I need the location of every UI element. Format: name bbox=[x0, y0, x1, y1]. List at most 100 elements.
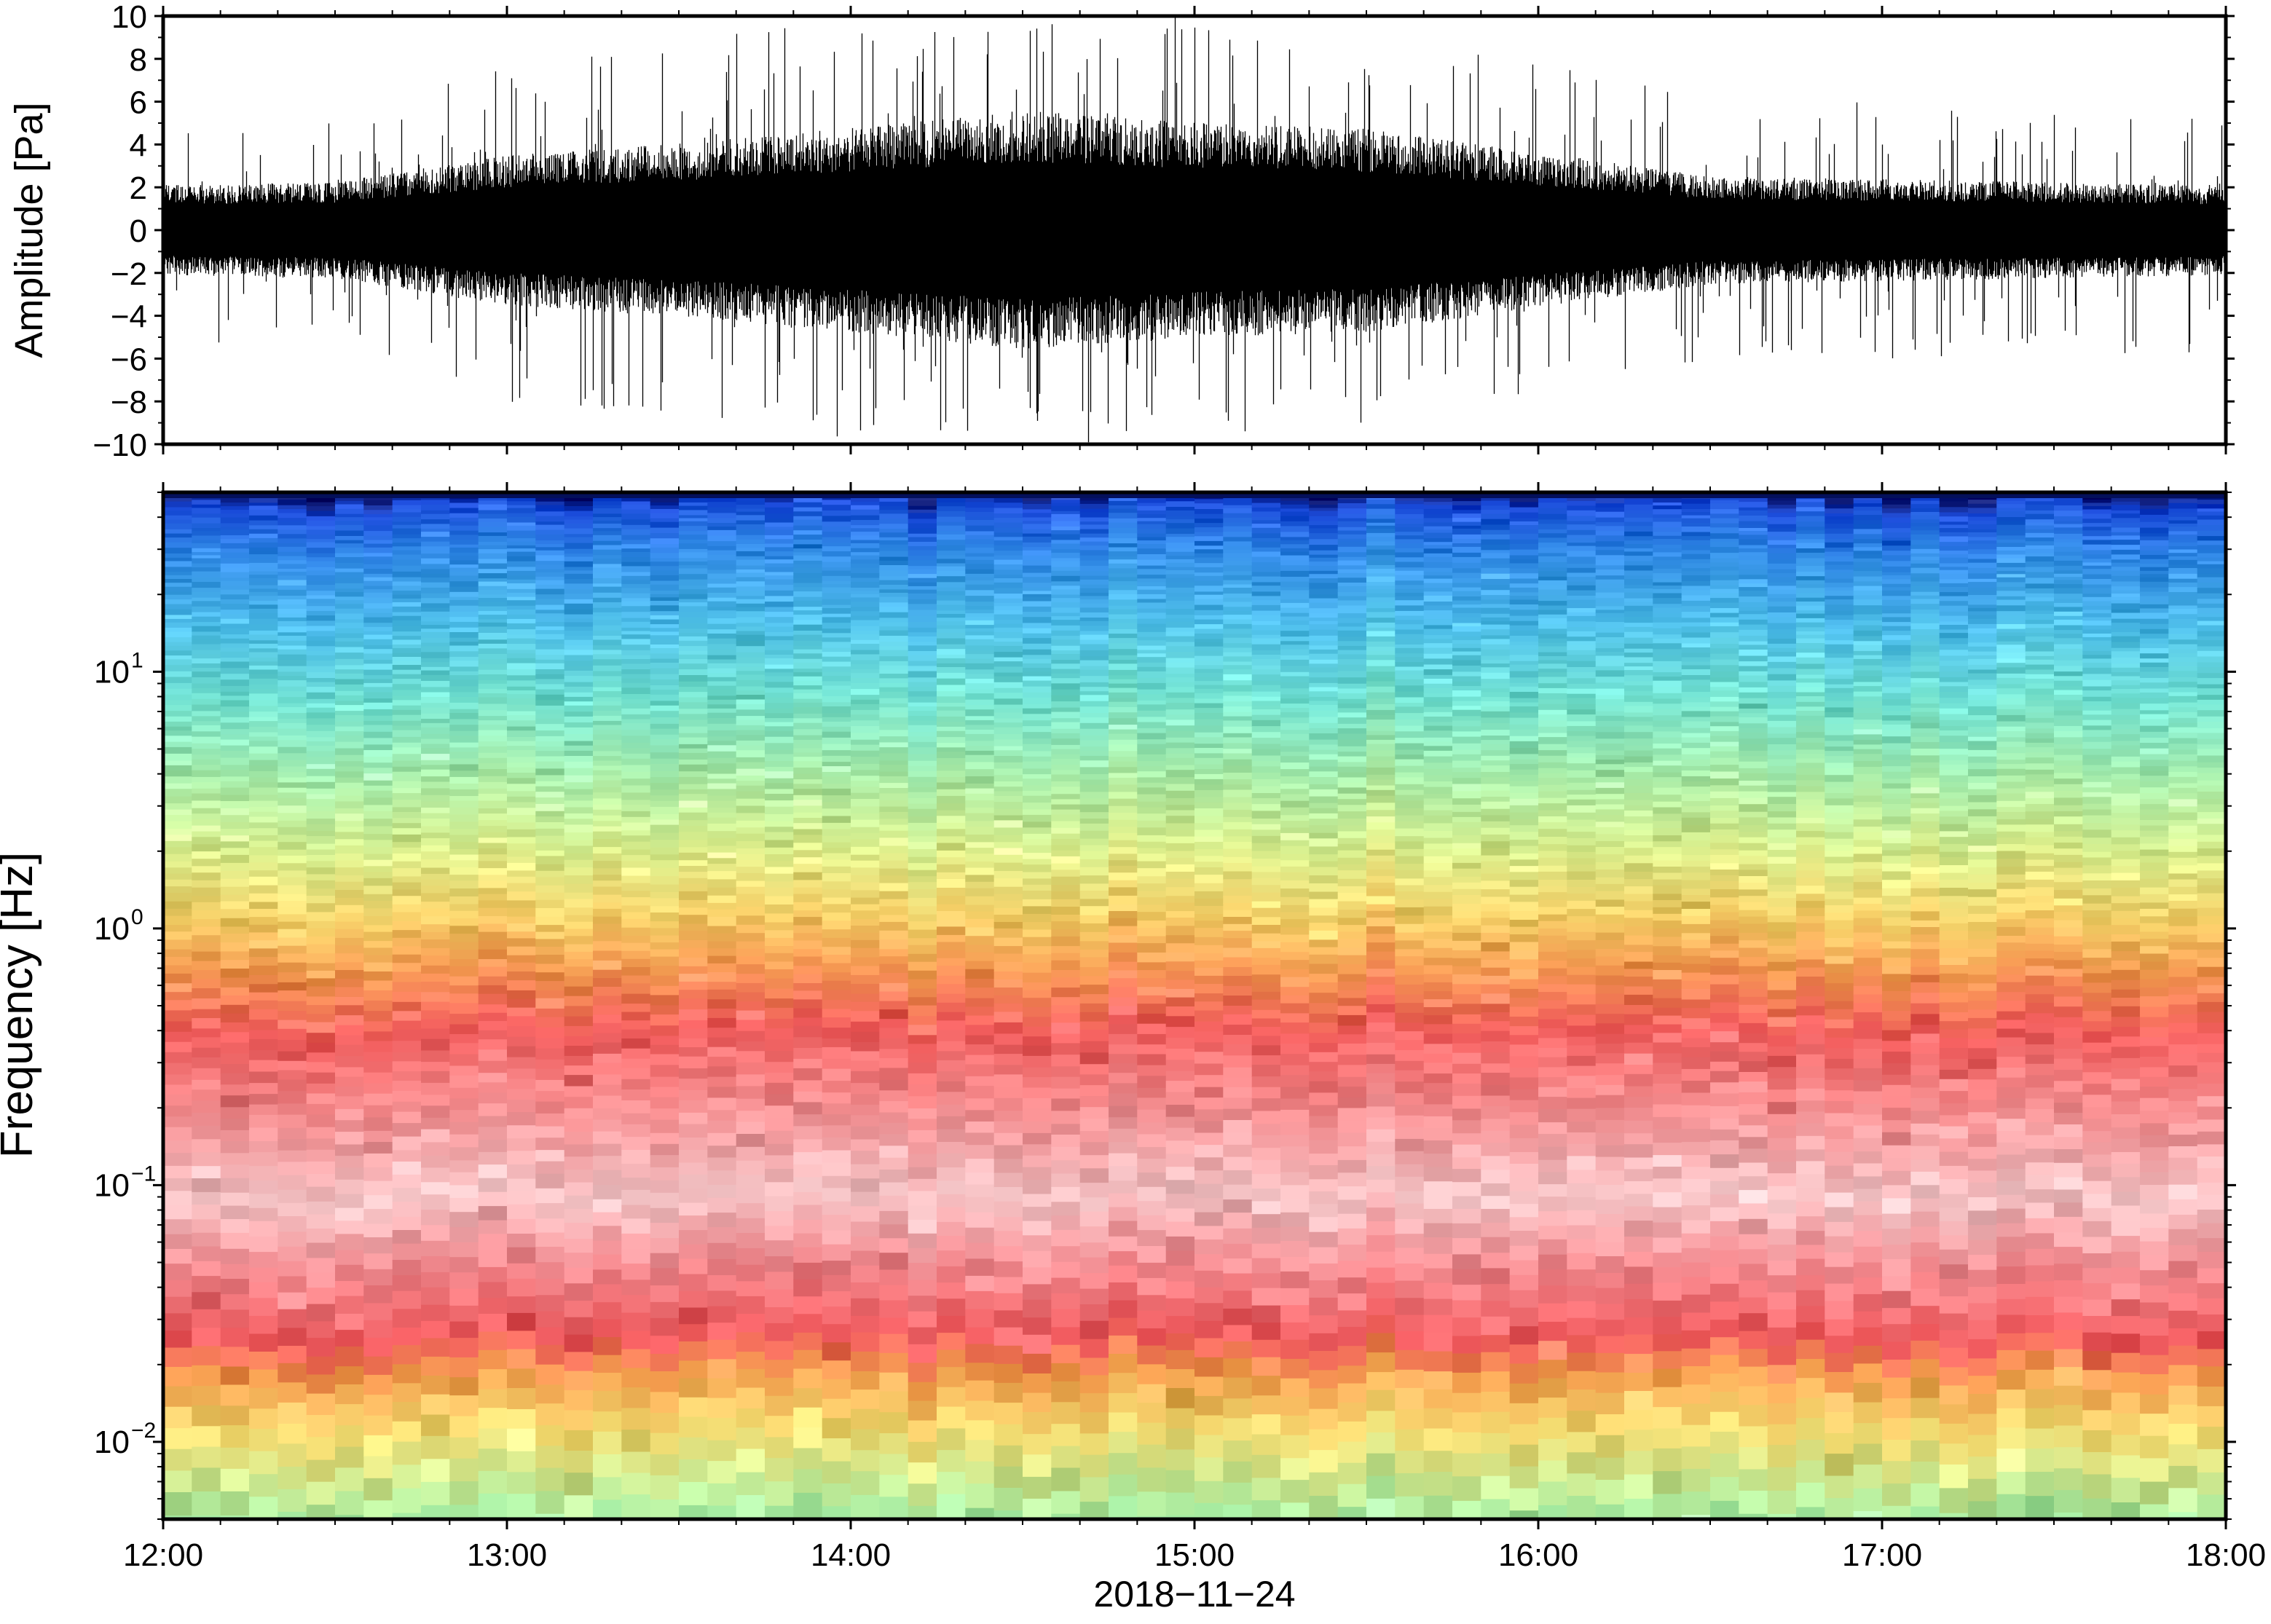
spectrogram-cell bbox=[335, 1330, 365, 1347]
spectrogram-cell bbox=[736, 599, 765, 604]
spectrogram-cell bbox=[1023, 726, 1052, 733]
spectrogram-cell bbox=[278, 620, 307, 627]
spectrogram-cell bbox=[507, 561, 537, 568]
spectrogram-cell bbox=[707, 1258, 737, 1276]
spectrogram-cell bbox=[163, 1063, 193, 1076]
spectrogram-cell bbox=[449, 571, 479, 577]
spectrogram-cell bbox=[220, 862, 250, 872]
spectrogram-cell bbox=[249, 1267, 279, 1283]
spectrogram-cell bbox=[1137, 569, 1167, 575]
spectrogram-cell bbox=[1251, 547, 1281, 553]
spectrogram-cell bbox=[650, 502, 680, 506]
spectrogram-cell bbox=[937, 888, 967, 896]
spectrogram-cell bbox=[249, 700, 279, 707]
spectrogram-cell bbox=[736, 539, 765, 545]
spectrogram-cell bbox=[937, 1387, 967, 1408]
spectrogram-cell bbox=[278, 760, 307, 768]
spectrogram-cell bbox=[908, 1053, 937, 1063]
spectrogram-cell bbox=[220, 1264, 250, 1280]
spectrogram-cell bbox=[1079, 529, 1109, 535]
spectrogram-cell bbox=[192, 926, 221, 936]
spectrogram-cell bbox=[478, 1220, 508, 1234]
spectrogram-cell bbox=[1051, 505, 1081, 512]
spectrogram-cell bbox=[1194, 1170, 1224, 1185]
spectrogram-cell bbox=[650, 1392, 680, 1414]
spectrogram-cell bbox=[192, 808, 221, 814]
spectrogram-cell bbox=[1051, 1215, 1081, 1231]
spectrogram-cell bbox=[163, 736, 193, 743]
spectrogram-cell bbox=[593, 531, 623, 536]
spectrogram-cell bbox=[1079, 717, 1109, 724]
spectrogram-cell bbox=[937, 726, 967, 732]
spectrogram-cell bbox=[965, 1309, 995, 1328]
spectrogram-cell bbox=[765, 676, 795, 683]
spectrogram-cell bbox=[335, 782, 365, 789]
spectrogram-cell bbox=[449, 637, 479, 643]
spectrogram-cell bbox=[1251, 793, 1281, 799]
spectrogram-cell bbox=[1223, 537, 1253, 543]
spectrogram-cell bbox=[478, 535, 508, 543]
spectrogram-cell bbox=[564, 966, 594, 977]
spectrogram-cell bbox=[851, 757, 881, 765]
spectrogram-cell bbox=[449, 666, 479, 672]
spectrogram-cell bbox=[765, 584, 795, 591]
spectrogram-cell bbox=[306, 1149, 336, 1162]
spectrogram-cell bbox=[822, 543, 851, 547]
spectrogram-cell bbox=[1223, 508, 1253, 514]
spectrogram-cell bbox=[220, 1042, 250, 1055]
spectrogram-cell bbox=[937, 644, 967, 650]
spectrogram-cell bbox=[306, 1083, 336, 1095]
spectrogram-cell bbox=[249, 1451, 279, 1475]
spectrogram-cell bbox=[765, 664, 795, 670]
spectrogram-cell bbox=[564, 741, 594, 746]
spectrogram-cell bbox=[1023, 583, 1052, 588]
spectrogram-cell bbox=[679, 915, 709, 925]
spectrogram-cell bbox=[1109, 751, 1138, 757]
spectrogram-cell bbox=[879, 669, 909, 674]
spectrogram-cell bbox=[965, 793, 995, 801]
spectrogram-cell bbox=[392, 505, 422, 510]
spectrogram-cell bbox=[736, 565, 765, 570]
spectrogram-cell bbox=[879, 1049, 909, 1059]
spectrogram-cell bbox=[908, 604, 937, 611]
spectrogram-cell bbox=[335, 748, 365, 756]
spectrogram-cell bbox=[621, 1518, 651, 1519]
spectrogram-cell bbox=[507, 715, 537, 721]
spectrogram-cell bbox=[249, 669, 279, 675]
spectrogram-cell bbox=[507, 535, 537, 539]
spectrogram-cell bbox=[993, 734, 1023, 741]
spectrogram-cell bbox=[937, 816, 967, 824]
spectrogram-cell bbox=[793, 1233, 823, 1248]
spectrogram-cell bbox=[851, 660, 881, 665]
spectrogram-cell bbox=[392, 538, 422, 543]
spectrogram-cell bbox=[1051, 598, 1081, 603]
spectrogram-cell bbox=[707, 663, 737, 669]
spectrogram-cell bbox=[1023, 1108, 1052, 1122]
spectrogram-cell bbox=[306, 1481, 336, 1505]
spectrogram-cell bbox=[220, 634, 250, 639]
spectrogram-cell bbox=[908, 560, 937, 567]
spectrogram-cell bbox=[507, 955, 537, 963]
spectrogram-cell bbox=[1223, 931, 1253, 939]
spectrogram-cell bbox=[908, 716, 937, 722]
spectrogram-cell bbox=[335, 1076, 365, 1087]
spectrogram-cell bbox=[793, 658, 823, 663]
spectrogram-cell bbox=[220, 1140, 250, 1154]
spectrogram-cell bbox=[707, 1146, 737, 1159]
spectrogram-cell bbox=[335, 897, 365, 906]
spectrogram-cell bbox=[163, 557, 193, 562]
spectrogram-cell bbox=[1223, 674, 1253, 681]
spectrogram-cell bbox=[851, 620, 881, 627]
spectrogram-cell bbox=[478, 880, 508, 889]
spectrogram-cell bbox=[1109, 1300, 1138, 1319]
spectrogram-cell bbox=[564, 1182, 594, 1197]
spectrogram-cell bbox=[679, 1482, 709, 1506]
spectrogram-cell bbox=[1109, 819, 1138, 828]
spectrogram-cell bbox=[1165, 1265, 1195, 1282]
spectrogram-cell bbox=[220, 552, 250, 559]
spectrogram-cell bbox=[1079, 676, 1109, 683]
spectrogram-cell bbox=[507, 870, 537, 878]
spectrogram-cell bbox=[1079, 1030, 1109, 1042]
spectrogram-cell bbox=[507, 907, 537, 918]
spectrogram-cell bbox=[993, 848, 1023, 856]
